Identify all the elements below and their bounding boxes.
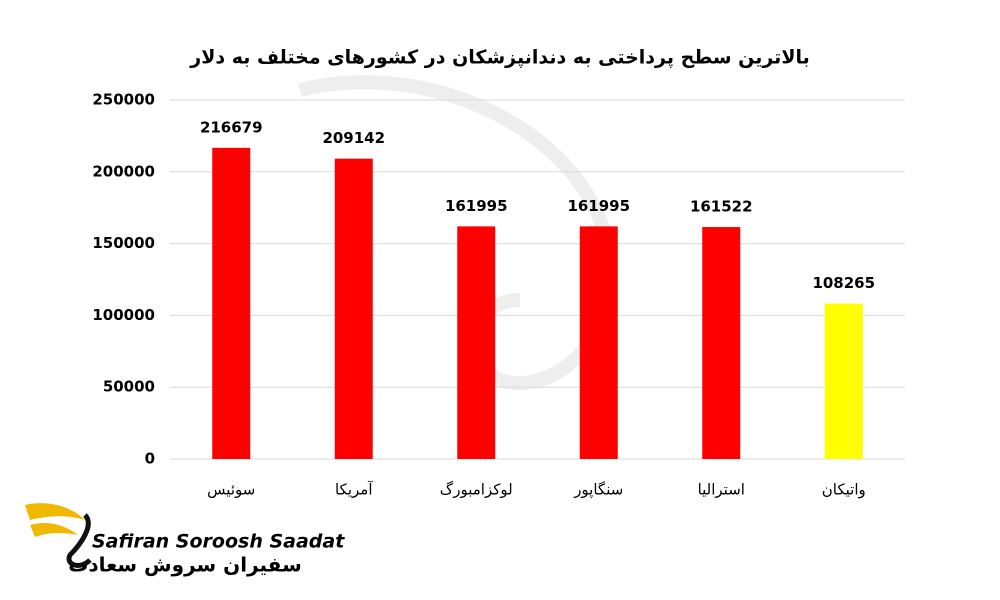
logo-wing <box>25 503 85 520</box>
y-tick-label: 50000 <box>103 378 155 396</box>
y-tick-label: 250000 <box>92 91 155 109</box>
data-label: 161995 <box>445 197 508 215</box>
bar <box>334 158 373 459</box>
y-tick-label: 200000 <box>92 162 155 180</box>
logo-name-fa: سفیران سروش سعادت <box>68 553 302 577</box>
bar <box>824 303 863 459</box>
logo-name-en: Safiran Soroosh Saadat <box>92 531 345 553</box>
x-tick-label: استرالیا <box>698 481 745 499</box>
chart-title: بالاترین سطح پرداختی به دندانپزشکان در ک… <box>189 47 809 69</box>
logo-swan <box>66 513 92 568</box>
y-tick-label: 100000 <box>92 306 155 324</box>
data-label: 161995 <box>567 197 630 215</box>
bar <box>457 226 496 459</box>
data-label: 161522 <box>690 198 753 216</box>
bar <box>579 226 618 459</box>
logo-wing <box>30 523 78 537</box>
data-label: 216679 <box>200 118 263 136</box>
bar <box>702 227 741 459</box>
x-tick-label: لوکزامبورگ <box>440 481 513 499</box>
y-tick-label: 150000 <box>92 234 155 252</box>
x-tick-label: سوئیس <box>207 481 255 499</box>
data-label: 108265 <box>812 274 875 292</box>
logo: Safiran Soroosh Saadat سفیران سروش سعادت <box>25 503 345 577</box>
x-tick-label: واتیکان <box>822 481 866 499</box>
data-label: 209142 <box>322 129 385 147</box>
x-tick-label: آمریکا <box>335 481 373 499</box>
x-tick-label: سنگاپور <box>573 481 623 500</box>
y-tick-label: 0 <box>145 450 155 468</box>
bar <box>212 147 251 460</box>
